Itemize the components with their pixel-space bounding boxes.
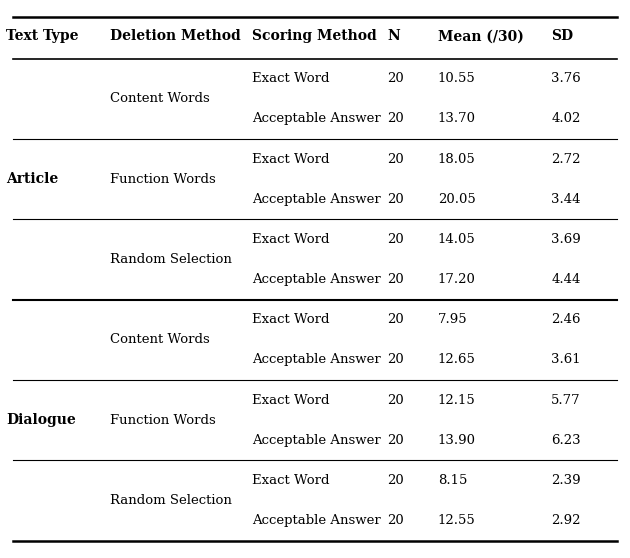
Text: 14.05: 14.05 (438, 233, 476, 246)
Text: Dialogue: Dialogue (6, 413, 76, 427)
Text: 20: 20 (387, 152, 404, 166)
Text: 20: 20 (387, 72, 404, 85)
Text: 2.92: 2.92 (551, 514, 581, 527)
Text: 5.77: 5.77 (551, 393, 581, 407)
Text: Deletion Method: Deletion Method (110, 29, 241, 44)
Text: Text Type: Text Type (6, 29, 79, 44)
Text: 2.39: 2.39 (551, 474, 581, 487)
Text: N: N (387, 29, 400, 44)
Text: Acceptable Answer: Acceptable Answer (252, 353, 381, 367)
Text: 20: 20 (387, 434, 404, 447)
Text: 2.46: 2.46 (551, 313, 581, 326)
Text: 4.02: 4.02 (551, 112, 581, 126)
Text: 12.55: 12.55 (438, 514, 476, 527)
Text: 20: 20 (387, 273, 404, 286)
Text: Acceptable Answer: Acceptable Answer (252, 514, 381, 527)
Text: 7.95: 7.95 (438, 313, 467, 326)
Text: Acceptable Answer: Acceptable Answer (252, 273, 381, 286)
Text: Random Selection: Random Selection (110, 494, 232, 507)
Text: 20.05: 20.05 (438, 193, 476, 206)
Text: SD: SD (551, 29, 573, 44)
Text: 20: 20 (387, 112, 404, 126)
Text: 18.05: 18.05 (438, 152, 476, 166)
Text: Scoring Method: Scoring Method (252, 29, 377, 44)
Text: 8.15: 8.15 (438, 474, 467, 487)
Text: Acceptable Answer: Acceptable Answer (252, 193, 381, 206)
Text: 20: 20 (387, 353, 404, 367)
Text: 12.65: 12.65 (438, 353, 476, 367)
Text: Article: Article (6, 172, 59, 186)
Text: 3.44: 3.44 (551, 193, 581, 206)
Text: 6.23: 6.23 (551, 434, 581, 447)
Text: 3.69: 3.69 (551, 233, 581, 246)
Text: 17.20: 17.20 (438, 273, 476, 286)
Text: Exact Word: Exact Word (252, 313, 329, 326)
Text: Exact Word: Exact Word (252, 233, 329, 246)
Text: 13.90: 13.90 (438, 434, 476, 447)
Text: Exact Word: Exact Word (252, 72, 329, 85)
Text: Content Words: Content Words (110, 92, 210, 105)
Text: 20: 20 (387, 193, 404, 206)
Text: 2.72: 2.72 (551, 152, 581, 166)
Text: 20: 20 (387, 233, 404, 246)
Text: 3.76: 3.76 (551, 72, 581, 85)
Text: 13.70: 13.70 (438, 112, 476, 126)
Text: 4.44: 4.44 (551, 273, 581, 286)
Text: Acceptable Answer: Acceptable Answer (252, 112, 381, 126)
Text: Exact Word: Exact Word (252, 474, 329, 487)
Text: 20: 20 (387, 393, 404, 407)
Text: Exact Word: Exact Word (252, 152, 329, 166)
Text: Content Words: Content Words (110, 333, 210, 347)
Text: Acceptable Answer: Acceptable Answer (252, 434, 381, 447)
Text: Function Words: Function Words (110, 172, 216, 186)
Text: 20: 20 (387, 313, 404, 326)
Text: 12.15: 12.15 (438, 393, 476, 407)
Text: 3.61: 3.61 (551, 353, 581, 367)
Text: 10.55: 10.55 (438, 72, 476, 85)
Text: Function Words: Function Words (110, 413, 216, 427)
Text: 20: 20 (387, 474, 404, 487)
Text: Random Selection: Random Selection (110, 253, 232, 266)
Text: Mean (/30): Mean (/30) (438, 29, 524, 44)
Text: 20: 20 (387, 514, 404, 527)
Text: Exact Word: Exact Word (252, 393, 329, 407)
